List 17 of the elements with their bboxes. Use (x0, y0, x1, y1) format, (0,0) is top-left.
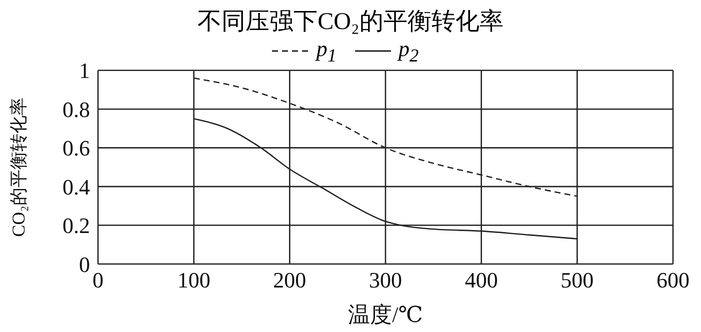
y-tick-label: 0.4 (62, 174, 90, 200)
x-tick-label: 400 (464, 268, 498, 293)
x-tick-label: 600 (656, 268, 690, 293)
y-tick-label: 0.2 (62, 213, 90, 238)
y-tick-label: 0.8 (62, 96, 90, 122)
x-tick-label: 300 (369, 268, 402, 293)
y-axis-title: CO₂的平衡转化率 (8, 98, 28, 237)
y-tick-label: 1 (79, 58, 90, 84)
y-tick-label: 0.6 (62, 136, 90, 161)
chart-title: 不同压强下CO₂的平衡转化率 (196, 8, 504, 36)
x-axis-title: 温度/℃ (348, 302, 423, 327)
x-tick-label: 200 (273, 268, 306, 293)
x-tick-label: 100 (177, 268, 210, 293)
legend-label: p$_{1}$ (316, 36, 336, 66)
legend-label: p$_{2}$ (398, 36, 419, 66)
x-tick-label: 500 (560, 268, 594, 293)
y-tick-label: 0 (79, 252, 90, 277)
